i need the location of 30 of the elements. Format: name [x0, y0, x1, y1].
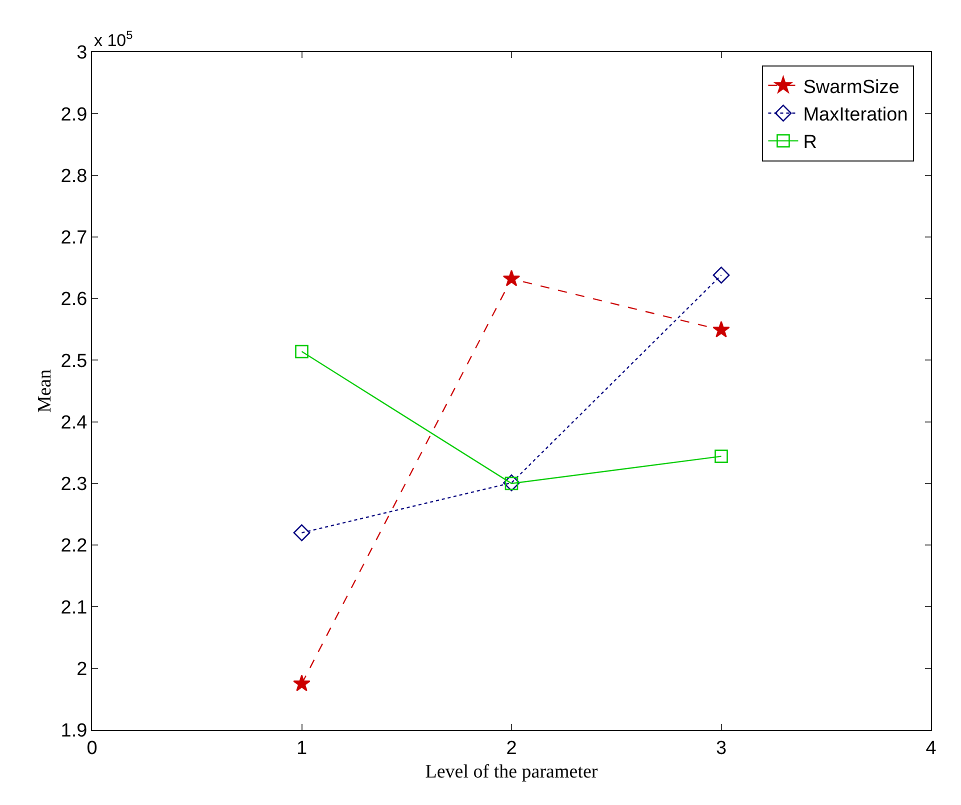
x-tick-label: 3 — [716, 738, 727, 759]
y-tick-label: 2.6 — [60, 289, 88, 310]
text: x 10$^{5}$ — [94, 28, 134, 50]
y-axis-title: Mean — [34, 368, 56, 413]
y-tick-label: 2.8 — [60, 166, 88, 187]
x-tick-label: 0 — [86, 738, 98, 759]
y-tick-label: 2.1 — [60, 597, 88, 618]
point — [295, 344, 308, 358]
x-axis-title: Level of the parameter — [425, 762, 598, 783]
x-tick-label: 1 — [296, 738, 308, 759]
point — [293, 524, 310, 542]
x-tick-label: 2 — [506, 738, 517, 759]
point — [712, 320, 730, 338]
y-tick-label: 2.5 — [60, 350, 88, 372]
point — [712, 266, 730, 284]
y-tick-label: 2.3 — [60, 474, 88, 496]
y-tick-label: 2.4 — [60, 412, 88, 434]
y-tick-label: 1.9 — [60, 720, 88, 742]
point — [714, 450, 728, 463]
point — [502, 270, 520, 286]
y-tick-label: 2.2 — [60, 536, 88, 557]
y-tick-label: 2.7 — [60, 228, 88, 249]
point — [293, 674, 310, 692]
legend-label: R — [803, 132, 817, 154]
y-tick-label: 2 — [76, 659, 88, 680]
y-tick-label: 2.9 — [60, 104, 88, 126]
legend-label: MaxIteration — [803, 104, 908, 126]
legend-label: SwarmSize — [803, 76, 900, 98]
x-tick-label: 4 — [926, 738, 937, 759]
y-tick-label: 3 — [76, 42, 88, 64]
